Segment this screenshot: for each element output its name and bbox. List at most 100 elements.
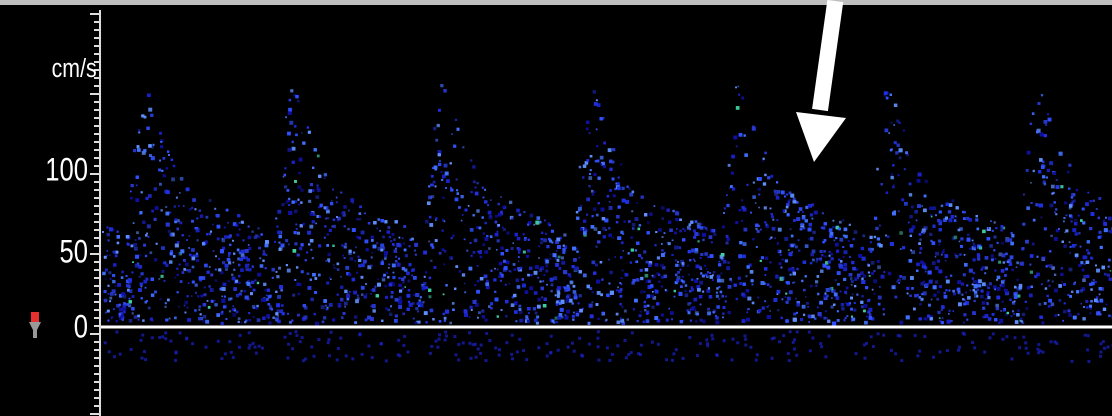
speckle bbox=[505, 284, 507, 286]
speckle bbox=[151, 294, 154, 297]
speckle bbox=[909, 215, 912, 218]
speckle bbox=[150, 251, 153, 254]
speckle bbox=[431, 195, 434, 198]
speckle bbox=[116, 320, 118, 322]
speckle bbox=[1058, 314, 1060, 316]
speckle bbox=[361, 264, 365, 268]
speckle bbox=[583, 220, 586, 223]
speckle bbox=[1020, 318, 1022, 320]
speckle bbox=[931, 299, 933, 301]
speckle bbox=[837, 310, 839, 312]
speckle bbox=[1049, 264, 1053, 268]
speckle bbox=[661, 206, 665, 210]
speckle bbox=[955, 255, 958, 258]
speckle bbox=[473, 180, 476, 183]
speckle bbox=[1098, 197, 1101, 200]
speckle bbox=[431, 175, 434, 178]
speckle bbox=[702, 291, 704, 293]
speckle bbox=[937, 260, 940, 263]
speckle bbox=[929, 207, 932, 210]
speckle bbox=[344, 257, 346, 259]
speckle bbox=[450, 189, 453, 192]
speckle bbox=[384, 220, 387, 223]
speckle bbox=[476, 290, 480, 294]
speckle bbox=[207, 271, 210, 274]
speckle bbox=[879, 286, 881, 288]
speckle bbox=[350, 257, 354, 261]
speckle bbox=[640, 269, 643, 272]
speckle bbox=[873, 270, 875, 272]
speckle bbox=[556, 303, 558, 305]
speckle bbox=[497, 239, 500, 242]
speckle bbox=[215, 279, 218, 282]
speckle bbox=[160, 298, 162, 300]
speckle bbox=[214, 208, 216, 210]
speckle bbox=[422, 301, 424, 303]
speckle bbox=[661, 314, 664, 317]
speckle bbox=[617, 321, 621, 325]
speckle bbox=[869, 275, 871, 277]
speckle bbox=[1063, 310, 1067, 314]
speckle bbox=[764, 174, 766, 176]
speckle bbox=[288, 244, 290, 246]
speckle bbox=[451, 237, 453, 239]
speckle bbox=[736, 298, 738, 300]
speckle bbox=[752, 238, 754, 240]
speckle bbox=[660, 264, 664, 268]
speckle bbox=[438, 163, 441, 166]
speckle bbox=[129, 319, 133, 323]
speckle bbox=[868, 264, 870, 266]
speckle bbox=[308, 131, 311, 134]
speckle bbox=[612, 148, 615, 151]
speckle bbox=[511, 247, 514, 250]
speckle bbox=[739, 282, 742, 285]
speckle bbox=[326, 244, 329, 247]
speckle bbox=[1042, 256, 1046, 260]
speckle bbox=[658, 228, 662, 232]
speckle bbox=[1053, 172, 1056, 175]
speckle bbox=[1078, 232, 1080, 234]
speckle bbox=[1041, 94, 1043, 96]
speckle bbox=[337, 263, 340, 266]
speckle bbox=[483, 232, 485, 234]
speckle bbox=[721, 295, 724, 298]
speckle bbox=[105, 269, 108, 272]
speckle bbox=[1029, 294, 1033, 298]
speckle bbox=[652, 291, 654, 293]
speckle bbox=[136, 176, 139, 179]
speckle bbox=[810, 237, 814, 241]
speckle bbox=[798, 239, 800, 241]
speckle bbox=[464, 283, 466, 285]
speckle bbox=[196, 259, 199, 262]
speckle bbox=[1016, 266, 1018, 268]
speckle bbox=[632, 191, 635, 194]
speckle bbox=[148, 144, 151, 147]
speckle bbox=[131, 271, 133, 273]
speckle bbox=[814, 211, 818, 215]
speckle bbox=[209, 266, 211, 268]
speckle bbox=[483, 197, 485, 199]
speckle bbox=[640, 290, 643, 293]
speckle bbox=[208, 285, 211, 288]
speckle bbox=[323, 316, 326, 319]
speckle bbox=[709, 295, 713, 299]
speckle bbox=[161, 209, 163, 211]
speckle bbox=[104, 256, 107, 259]
speckle bbox=[399, 296, 402, 299]
speckle bbox=[608, 148, 612, 152]
speckle bbox=[321, 305, 325, 309]
speckle bbox=[966, 319, 968, 321]
speckle bbox=[885, 129, 889, 133]
speckle bbox=[502, 227, 504, 229]
speckle bbox=[146, 127, 149, 130]
speckle bbox=[414, 250, 416, 252]
speckle bbox=[240, 290, 242, 292]
speckle bbox=[543, 304, 547, 308]
speckle bbox=[131, 245, 134, 248]
speckle bbox=[747, 297, 751, 301]
speckle bbox=[685, 290, 687, 292]
speckle bbox=[456, 178, 458, 180]
speckle bbox=[141, 286, 143, 288]
speckle bbox=[1014, 301, 1016, 303]
speckle bbox=[229, 310, 231, 312]
